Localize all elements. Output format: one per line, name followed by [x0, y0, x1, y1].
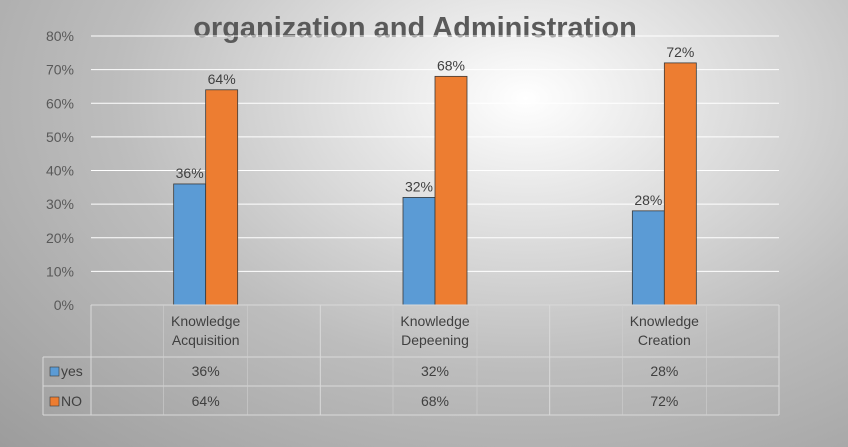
y-tick-label: 60%	[46, 95, 74, 111]
data-label: 28%	[634, 192, 662, 208]
table-cell: 64%	[192, 393, 220, 409]
y-tick-label: 70%	[46, 62, 74, 78]
category-label: Knowledge	[171, 313, 240, 329]
category-label: Knowledge	[400, 313, 469, 329]
legend-key-no	[49, 396, 60, 407]
legend-label-no: NO	[61, 393, 82, 409]
table-cell: 72%	[650, 393, 678, 409]
bars	[173, 62, 697, 306]
y-tick-label: 0%	[54, 297, 74, 313]
y-axis: 0% 10% 20% 30% 40% 50% 60% 70% 80%	[46, 28, 74, 313]
data-labels: 36% 64% 32% 68% 28% 72%	[176, 44, 695, 208]
y-tick-label: 80%	[46, 28, 74, 44]
legend-key-yes	[49, 366, 60, 377]
data-label: 68%	[437, 57, 465, 73]
bar-yes-1	[173, 183, 207, 306]
table-cell: 28%	[650, 363, 678, 379]
y-tick-label: 50%	[46, 129, 74, 145]
category-label: Knowledge	[630, 313, 699, 329]
data-table: Knowledge Acquisition Knowledge Depeening Kn…	[42, 304, 780, 416]
legend-label-yes: yes	[61, 363, 83, 379]
bar-yes-3	[631, 210, 665, 306]
data-label: 32%	[405, 178, 433, 194]
category-label: Depeening	[401, 332, 469, 348]
bar-no-2	[434, 75, 468, 306]
data-label: 64%	[208, 71, 236, 87]
table-cell: 36%	[192, 363, 220, 379]
table-cell: 32%	[421, 363, 449, 379]
y-tick-label: 20%	[46, 230, 74, 246]
bar-no-1	[205, 89, 239, 306]
category-label: Creation	[638, 332, 691, 348]
bar-no-3	[663, 62, 697, 306]
y-tick-label: 30%	[46, 196, 74, 212]
y-tick-label: 10%	[46, 263, 74, 279]
data-label: 72%	[666, 44, 694, 60]
table-cell: 68%	[421, 393, 449, 409]
y-tick-label: 40%	[46, 163, 74, 179]
category-label: Acquisition	[172, 332, 240, 348]
bar-yes-2	[402, 196, 436, 306]
chart-title: organization and Administration	[193, 12, 637, 44]
data-label: 36%	[176, 165, 204, 181]
